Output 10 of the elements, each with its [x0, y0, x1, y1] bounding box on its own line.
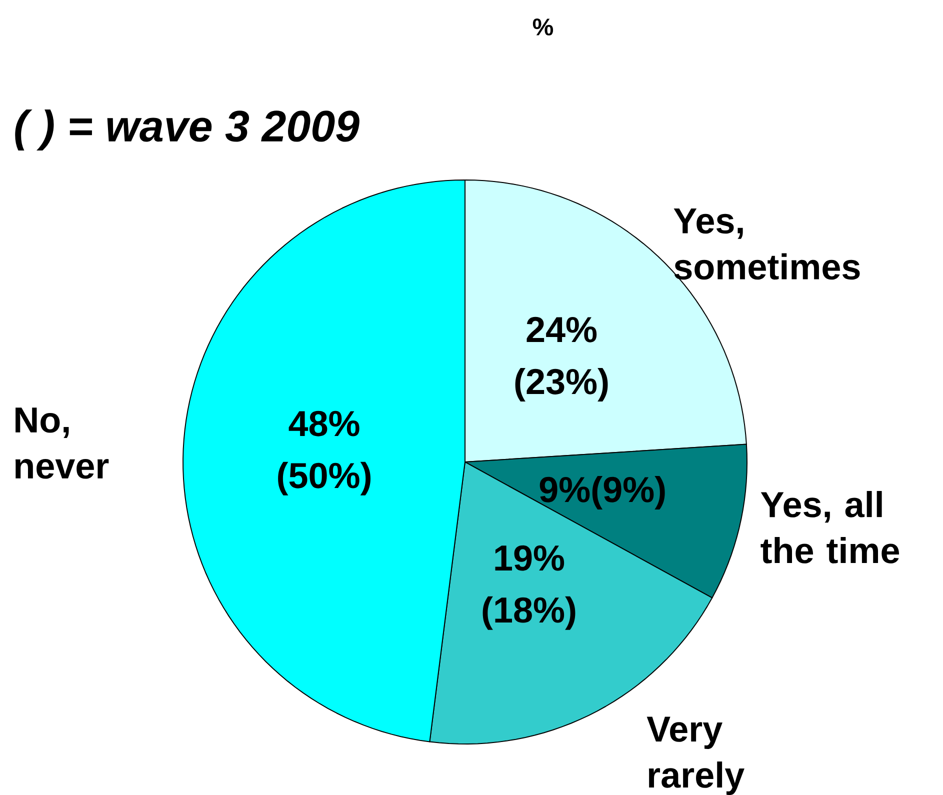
data-label: 48% (50%)	[278, 410, 370, 496]
chart-title: %	[532, 18, 554, 36]
slice-label: Yes, sometimes	[674, 208, 860, 280]
data-label: 24% (23%)	[515, 316, 608, 402]
data-label: 19% (18%)	[482, 545, 576, 630]
slice-label: Very rarely	[646, 716, 744, 795]
slice-label: Yes, all the time	[760, 490, 900, 564]
text: ( ) = wave 3 2009	[15, 109, 360, 150]
slice-label: No, never	[16, 408, 109, 479]
data-label: 9%(9%)	[540, 476, 665, 510]
